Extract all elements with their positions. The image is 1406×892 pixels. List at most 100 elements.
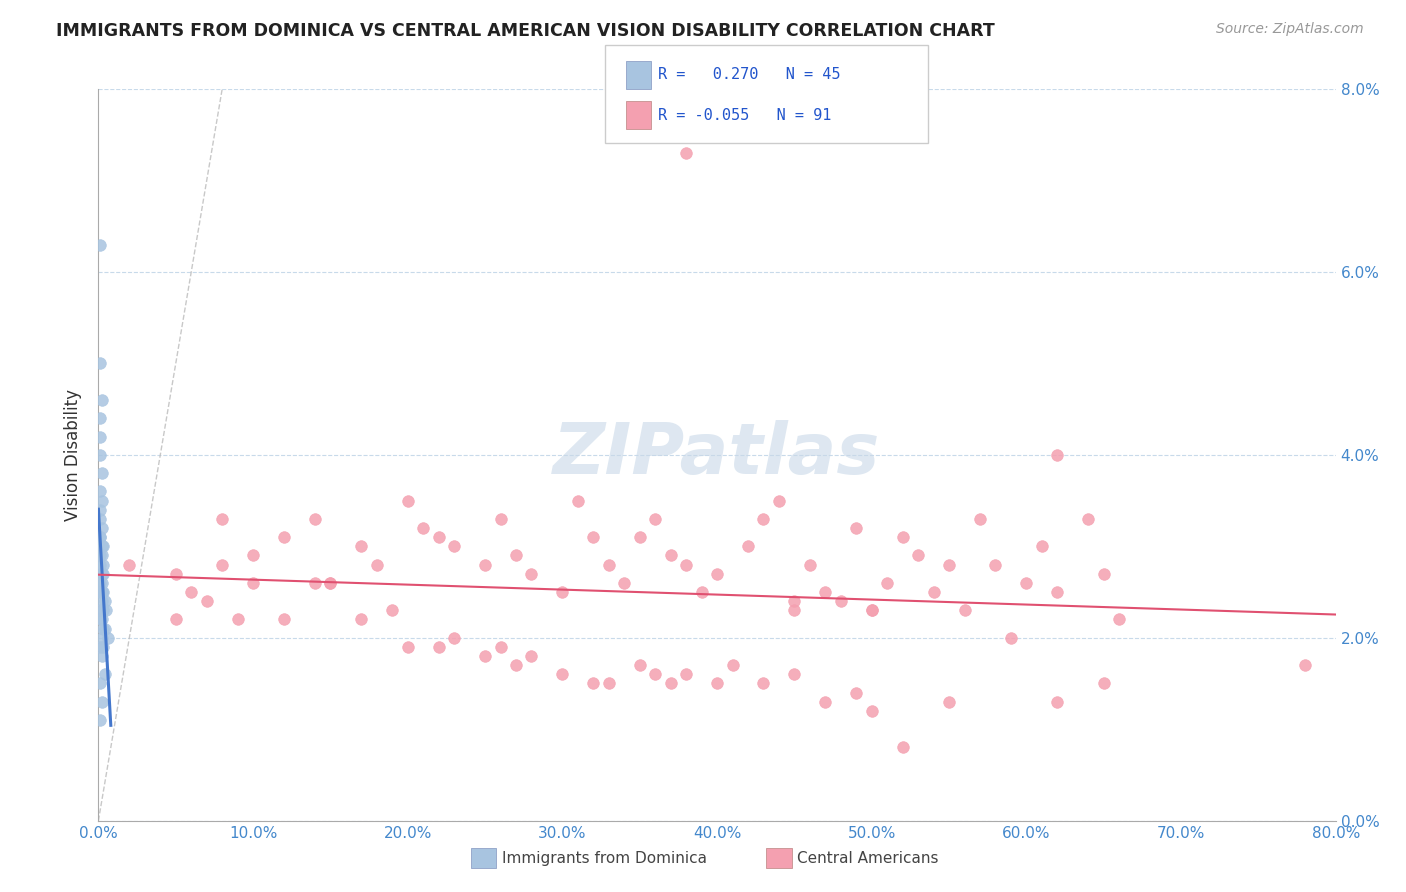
Point — [598, 558, 620, 572]
Point — [752, 512, 775, 526]
Text: ZIPatlas: ZIPatlas — [554, 420, 880, 490]
Point — [165, 613, 187, 627]
Point — [165, 566, 187, 581]
Point — [814, 585, 837, 599]
Point — [768, 493, 790, 508]
Point — [93, 622, 115, 636]
Point — [396, 493, 419, 508]
Point — [91, 622, 114, 636]
Point — [273, 530, 295, 544]
Point — [319, 576, 342, 591]
Point — [91, 566, 114, 581]
Point — [876, 576, 898, 591]
Point — [860, 704, 883, 718]
Point — [659, 676, 682, 690]
Point — [96, 603, 118, 617]
Point — [90, 695, 112, 709]
Point — [90, 466, 112, 480]
Point — [551, 667, 574, 681]
Point — [350, 539, 373, 553]
Point — [443, 631, 465, 645]
Point — [366, 558, 388, 572]
Point — [1000, 631, 1022, 645]
Point — [273, 613, 295, 627]
Point — [675, 667, 697, 681]
Point — [89, 576, 111, 591]
Point — [211, 512, 233, 526]
Point — [659, 549, 682, 563]
Point — [582, 530, 605, 544]
Point — [89, 640, 111, 654]
Point — [91, 539, 114, 553]
Point — [90, 585, 112, 599]
Point — [845, 521, 868, 535]
Point — [90, 576, 112, 591]
Point — [89, 484, 111, 499]
Point — [304, 576, 326, 591]
Point — [350, 613, 373, 627]
Point — [860, 603, 883, 617]
Point — [304, 512, 326, 526]
Text: Central Americans: Central Americans — [797, 851, 939, 865]
Point — [1294, 658, 1316, 673]
Point — [938, 558, 960, 572]
Point — [91, 640, 114, 654]
Point — [1077, 512, 1099, 526]
Point — [706, 566, 728, 581]
Point — [505, 658, 527, 673]
Point — [90, 521, 112, 535]
Point — [845, 685, 868, 699]
Point — [91, 585, 114, 599]
Point — [93, 594, 115, 608]
Point — [90, 539, 112, 553]
Point — [89, 530, 111, 544]
Point — [89, 585, 111, 599]
Point — [427, 530, 450, 544]
Point — [1046, 695, 1069, 709]
Point — [628, 530, 651, 544]
Point — [90, 549, 112, 563]
Point — [90, 493, 112, 508]
Point — [118, 558, 141, 572]
Point — [860, 603, 883, 617]
Point — [319, 576, 342, 591]
Point — [90, 566, 112, 581]
Point — [984, 558, 1007, 572]
Point — [520, 649, 543, 664]
Point — [783, 667, 806, 681]
Point — [211, 558, 233, 572]
Point — [1015, 576, 1038, 591]
Point — [89, 512, 111, 526]
Point — [89, 429, 111, 443]
Point — [721, 658, 744, 673]
Point — [89, 411, 111, 425]
Point — [783, 603, 806, 617]
Point — [830, 594, 852, 608]
Point — [489, 512, 512, 526]
Text: Immigrants from Dominica: Immigrants from Dominica — [502, 851, 707, 865]
Point — [644, 512, 666, 526]
Point — [969, 512, 991, 526]
Point — [242, 549, 264, 563]
Point — [675, 146, 697, 161]
Point — [89, 237, 111, 252]
Point — [891, 530, 914, 544]
Point — [412, 521, 434, 535]
Point — [396, 640, 419, 654]
Point — [90, 649, 112, 664]
Point — [97, 631, 120, 645]
Point — [690, 585, 713, 599]
Point — [907, 549, 929, 563]
Point — [737, 539, 759, 553]
Point — [1046, 585, 1069, 599]
Text: IMMIGRANTS FROM DOMINICA VS CENTRAL AMERICAN VISION DISABILITY CORRELATION CHART: IMMIGRANTS FROM DOMINICA VS CENTRAL AMER… — [56, 22, 995, 40]
Point — [90, 392, 112, 407]
Point — [1031, 539, 1053, 553]
Point — [675, 558, 697, 572]
Text: Source: ZipAtlas.com: Source: ZipAtlas.com — [1216, 22, 1364, 37]
Point — [89, 530, 111, 544]
Point — [505, 549, 527, 563]
Point — [91, 558, 114, 572]
Point — [89, 558, 111, 572]
Point — [90, 613, 112, 627]
